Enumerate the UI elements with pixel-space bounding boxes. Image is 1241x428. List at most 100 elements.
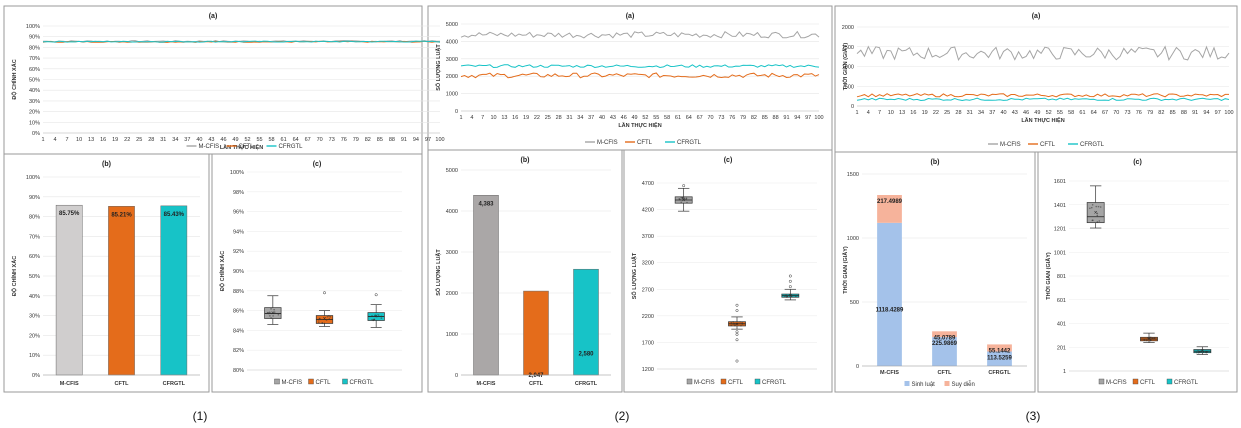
y-tick-label: 10% bbox=[29, 353, 40, 359]
x-tick-label: 52 bbox=[642, 115, 648, 121]
data-label-cftl: 2,047 bbox=[528, 373, 544, 379]
sample-point bbox=[328, 315, 330, 317]
y-tick-label: 5000 bbox=[446, 168, 458, 174]
y-tick-label: 3000 bbox=[446, 250, 458, 256]
sample-point bbox=[1090, 206, 1093, 209]
y-tick-label: 50% bbox=[29, 78, 40, 84]
panel-1a bbox=[3, 5, 423, 155]
y-axis-label-1a: ĐỘ CHÍNH XÁC bbox=[10, 59, 18, 99]
y-tick-label: 30% bbox=[29, 314, 40, 320]
x-tick-label: 19 bbox=[112, 137, 118, 143]
x-tick-label: 58 bbox=[269, 137, 275, 143]
sample-point bbox=[270, 308, 272, 310]
bar-segment-m-cfis bbox=[877, 222, 902, 366]
y-tick-label: 40% bbox=[29, 88, 40, 94]
y-tick-label: 401 bbox=[1057, 322, 1066, 328]
legend-swatch bbox=[342, 378, 348, 385]
y-tick-label: 100% bbox=[26, 175, 40, 181]
data-label: 1118.4289 bbox=[876, 308, 904, 314]
x-tick-label: 28 bbox=[955, 110, 961, 116]
outlier-point bbox=[735, 309, 739, 312]
series-line-cfrgtl bbox=[856, 97, 1230, 102]
x-tick-label: 58 bbox=[664, 115, 670, 121]
y-tick-label: 2000 bbox=[446, 291, 458, 297]
x-axis-label-1a: LẦN THỰC HIỆN bbox=[220, 143, 263, 151]
x-tick-label: 40 bbox=[196, 137, 202, 143]
sample-point bbox=[273, 311, 276, 313]
outlier-point bbox=[682, 184, 686, 188]
sample-point bbox=[317, 319, 320, 321]
legend-swatch bbox=[720, 378, 727, 385]
y-tick-label: 1201 bbox=[1054, 227, 1066, 233]
panel-2c bbox=[623, 149, 833, 393]
sample-point bbox=[1096, 212, 1099, 215]
legend-swatch bbox=[944, 381, 950, 386]
outlier-point bbox=[323, 291, 326, 295]
data-label: 217.4989 bbox=[877, 199, 903, 205]
sample-point bbox=[317, 321, 320, 323]
series-line-cfrgtl bbox=[460, 64, 820, 69]
y-axis-label-3a: THỜI GIAN (GIÂY) bbox=[841, 43, 849, 91]
y-tick-label: 100% bbox=[230, 170, 244, 176]
x-tick-label: 100 bbox=[435, 137, 444, 143]
y-tick-label: 70% bbox=[29, 56, 40, 62]
sample-point bbox=[277, 313, 280, 316]
y-tick-label: 88% bbox=[233, 289, 244, 295]
x-tick-label: 52 bbox=[1046, 110, 1052, 116]
x-tick-label: 40 bbox=[1000, 110, 1006, 116]
legend-label: CFRGTL bbox=[350, 380, 375, 386]
data-label-m-cfis: 85.75% bbox=[59, 211, 80, 217]
sample-point bbox=[1096, 214, 1099, 217]
sample-point bbox=[681, 197, 684, 199]
y-tick-label: 1700 bbox=[642, 340, 654, 346]
mean-marker-m-cfis: × bbox=[682, 198, 686, 204]
sample-point bbox=[1148, 336, 1151, 339]
y-tick-label: 3700 bbox=[642, 234, 654, 240]
x-tick-label: 4 bbox=[470, 115, 473, 121]
bar-m-cfis bbox=[55, 204, 83, 376]
y-tick-label: 30% bbox=[29, 99, 40, 105]
y-tick-label: 1 bbox=[1063, 369, 1066, 375]
figure-label-1: (1) bbox=[193, 409, 208, 423]
sample-point bbox=[730, 321, 733, 324]
sample-point bbox=[679, 198, 681, 201]
x-tick-label: 1 bbox=[459, 115, 462, 121]
sample-point bbox=[371, 314, 373, 317]
x-tick-label: 34 bbox=[577, 115, 583, 121]
x-tick-label: 73 bbox=[1124, 110, 1130, 116]
x-tick-label: 7 bbox=[481, 115, 484, 121]
x-tick-label: 49 bbox=[1034, 110, 1040, 116]
chart-title-3a: (a) bbox=[1032, 13, 1041, 20]
x-tick-label: 55 bbox=[653, 115, 659, 121]
sample-point bbox=[685, 197, 688, 200]
x-category-label: CFRGTL bbox=[988, 370, 1011, 376]
bar-segment-cfrgtl bbox=[987, 344, 1012, 352]
series-line-cftl bbox=[856, 93, 1229, 98]
bar-segment-cftl bbox=[932, 337, 957, 366]
sample-point bbox=[329, 316, 332, 318]
x-tick-label: 46 bbox=[621, 115, 627, 121]
x-tick-label: 79 bbox=[740, 115, 746, 121]
mean-marker-m-cfis: × bbox=[271, 311, 275, 317]
data-label: 55.1442 bbox=[989, 348, 1011, 354]
outlier-point bbox=[735, 303, 739, 307]
y-tick-label: 20% bbox=[29, 110, 40, 116]
x-tick-label: 94 bbox=[413, 137, 419, 143]
y-tick-label: 500 bbox=[850, 300, 859, 306]
mean-marker-m-cfis: × bbox=[1094, 211, 1098, 217]
x-tick-label: 67 bbox=[305, 137, 311, 143]
x-tick-label: 28 bbox=[148, 137, 154, 143]
panel-3a bbox=[834, 5, 1238, 153]
x-tick-label: 100 bbox=[814, 115, 823, 121]
x-tick-label: 79 bbox=[353, 137, 359, 143]
sample-point bbox=[1096, 221, 1099, 223]
sample-point bbox=[375, 315, 378, 318]
x-tick-label: 37 bbox=[184, 137, 190, 143]
legend-swatch bbox=[1132, 378, 1139, 385]
sample-point bbox=[373, 314, 376, 317]
legend-label-cfrgtl: CFRGTL bbox=[1080, 142, 1105, 148]
sample-point bbox=[1200, 350, 1202, 353]
legend-label: Suy diễn bbox=[952, 381, 975, 388]
outlier-point bbox=[735, 333, 739, 336]
x-tick-label: 73 bbox=[718, 115, 724, 121]
